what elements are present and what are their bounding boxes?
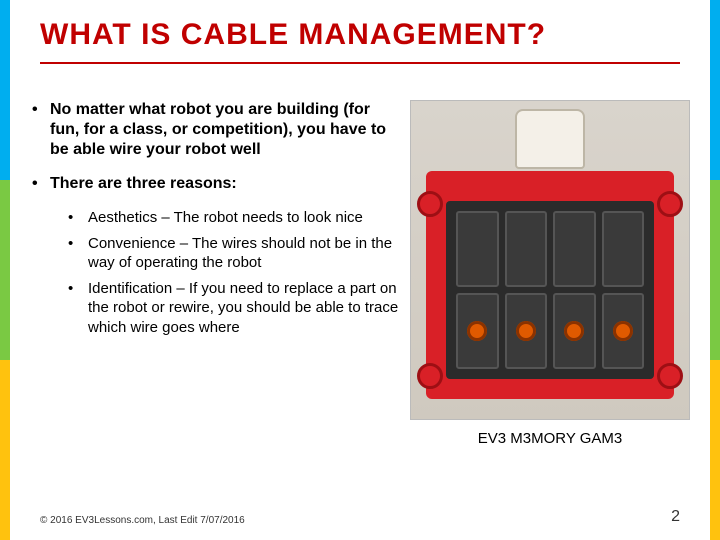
bar-seg-green bbox=[710, 180, 720, 360]
list-item: There are three reasons: bbox=[30, 174, 400, 194]
robot-knob bbox=[657, 191, 683, 217]
robot-head bbox=[515, 109, 585, 169]
figure: EV3 M3MORY GAM3 bbox=[410, 100, 690, 447]
list-item: Aesthetics – The robot needs to look nic… bbox=[66, 208, 400, 228]
list-item: Convenience – The wires should not be in… bbox=[66, 234, 400, 273]
slide: WHAT IS CABLE MANAGEMENT? No matter what… bbox=[0, 0, 720, 540]
robot-slot bbox=[456, 293, 499, 369]
robot-slot bbox=[602, 293, 645, 369]
robot-slot bbox=[553, 293, 596, 369]
robot-slot bbox=[505, 293, 548, 369]
robot-panel bbox=[446, 201, 654, 379]
robot-knob bbox=[417, 363, 443, 389]
right-color-bar bbox=[710, 0, 720, 540]
bar-seg-green bbox=[0, 180, 10, 360]
robot-slot bbox=[553, 211, 596, 287]
robot-slot bbox=[456, 211, 499, 287]
title-underline bbox=[40, 62, 680, 64]
footer-text: © 2016 EV3Lessons.com, Last Edit 7/07/20… bbox=[40, 515, 245, 526]
robot-slot bbox=[505, 211, 548, 287]
content-area: No matter what robot you are building (f… bbox=[30, 100, 400, 343]
robot-knob bbox=[417, 191, 443, 217]
robot-image bbox=[410, 100, 690, 420]
list-item: Identification – If you need to replace … bbox=[66, 279, 400, 338]
left-color-bar bbox=[0, 0, 10, 540]
bar-seg-yellow bbox=[0, 360, 10, 540]
robot-knob bbox=[657, 363, 683, 389]
bullet-list: No matter what robot you are building (f… bbox=[30, 100, 400, 194]
slide-title: WHAT IS CABLE MANAGEMENT? bbox=[40, 18, 680, 52]
bar-seg-blue bbox=[0, 0, 10, 180]
bar-seg-yellow bbox=[710, 360, 720, 540]
page-number: 2 bbox=[671, 508, 680, 526]
figure-caption: EV3 M3MORY GAM3 bbox=[410, 430, 690, 447]
robot-slot bbox=[602, 211, 645, 287]
list-item: No matter what robot you are building (f… bbox=[30, 100, 400, 160]
bar-seg-blue bbox=[710, 0, 720, 180]
sub-bullet-list: Aesthetics – The robot needs to look nic… bbox=[30, 208, 400, 337]
